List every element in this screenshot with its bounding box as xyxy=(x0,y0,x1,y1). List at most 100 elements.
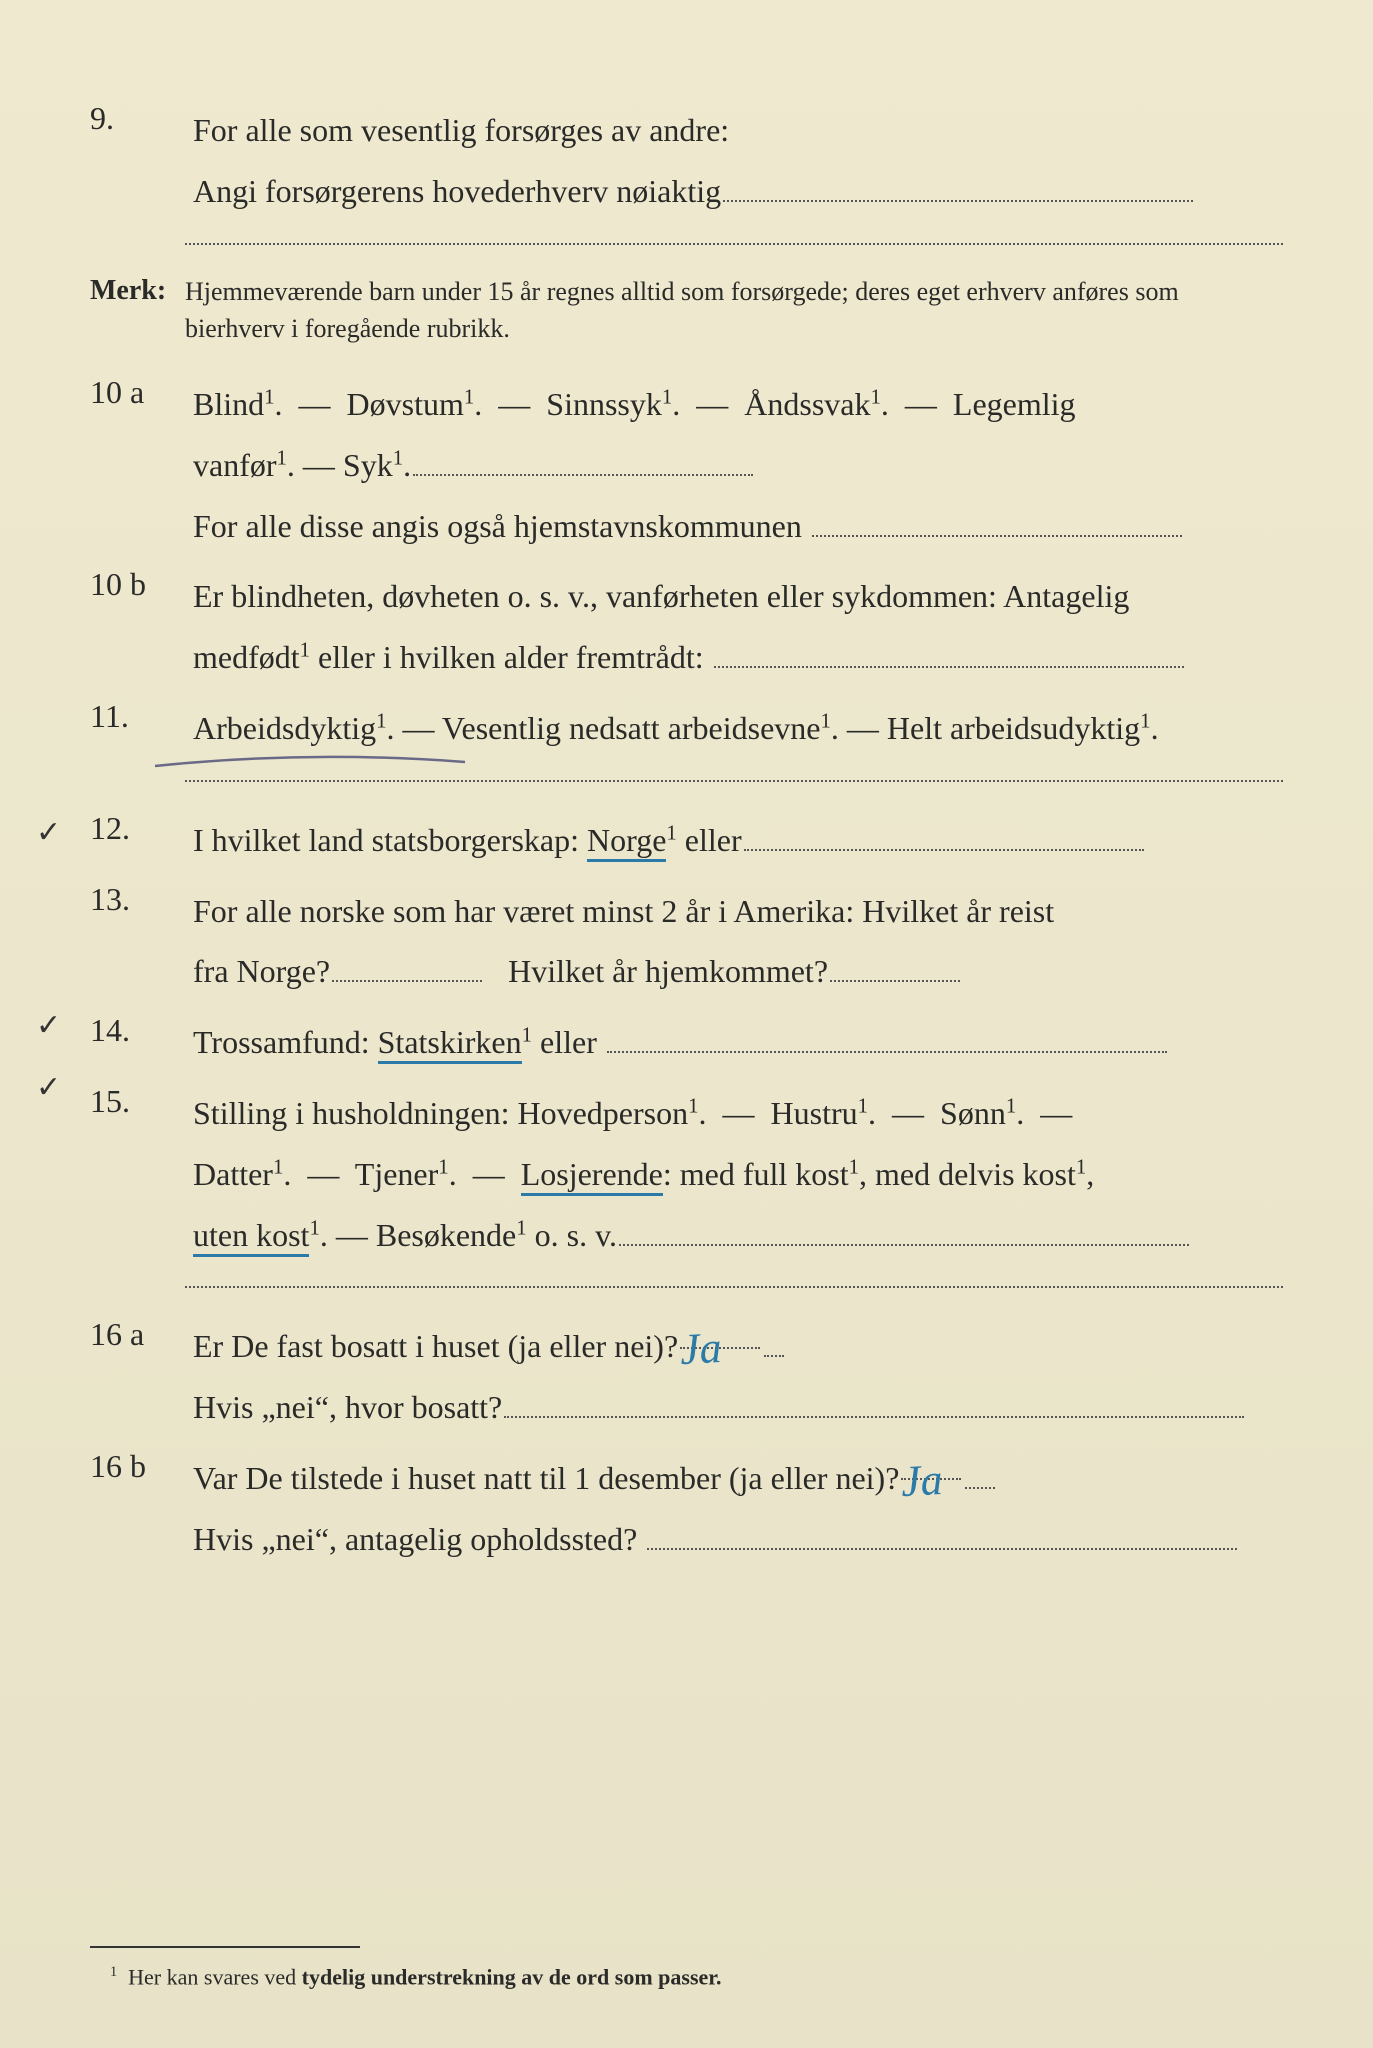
q13-l1: For alle norske som har været minst 2 år… xyxy=(193,893,1054,929)
q10a-body: Blind1. — Døvstum1. — Sinnssyk1. — Åndss… xyxy=(193,374,1283,556)
fill-line[interactable]: Ja xyxy=(901,1448,961,1480)
q9-line2: Angi forsørgerens hovederhverv nøiaktig xyxy=(193,173,721,209)
fill-line[interactable] xyxy=(744,818,1144,850)
fill-line[interactable] xyxy=(607,1021,1167,1053)
q12-number: 12. xyxy=(90,810,193,847)
merk-label: Merk: xyxy=(90,273,185,307)
q13-l2b: Hvilket år hjemkommet? xyxy=(508,953,828,989)
q11-number: 11. xyxy=(90,698,193,735)
q15-g: , med delvis kost xyxy=(859,1156,1076,1192)
q16a-body: Er De fast bosatt i huset (ja eller nei)… xyxy=(193,1316,1283,1438)
question-12: 12. I hvilket land statsborgerskap: Norg… xyxy=(90,810,1283,871)
fill-line[interactable] xyxy=(830,950,960,982)
q16a-l1: Er De fast bosatt i huset (ja eller nei)… xyxy=(193,1328,678,1364)
question-16a: 16 a Er De fast bosatt i huset (ja eller… xyxy=(90,1316,1283,1438)
q13-body: For alle norske som har været minst 2 år… xyxy=(193,881,1283,1003)
q12-body: I hvilket land statsborgerskap: Norge1 e… xyxy=(193,810,1283,871)
q16b-body: Var De tilstede i huset natt til 1 desem… xyxy=(193,1448,1283,1570)
q16a-l2: Hvis „nei“, hvor bosatt? xyxy=(193,1389,502,1425)
fill-line[interactable] xyxy=(647,1517,1237,1549)
q14-a: Trossamfund: xyxy=(193,1024,378,1060)
q15-e: Tjener xyxy=(355,1156,439,1192)
q12-b: eller xyxy=(685,822,742,858)
fill-line[interactable] xyxy=(812,504,1182,536)
fill-line[interactable] xyxy=(619,1213,1189,1245)
q16b-l1: Var De tilstede i huset natt til 1 desem… xyxy=(193,1460,899,1496)
question-15: 15. Stilling i husholdningen: Hovedperso… xyxy=(90,1083,1283,1265)
q15-los: Losjerende xyxy=(521,1156,663,1196)
dotted-rule xyxy=(185,779,1283,782)
fill-line[interactable]: Ja xyxy=(680,1316,760,1348)
q11-o2: Vesentlig nedsatt arbeidsevne xyxy=(442,710,821,746)
q15-f: : med full kost xyxy=(663,1156,849,1192)
q13-number: 13. xyxy=(90,881,193,918)
q15-c: Sønn xyxy=(940,1095,1006,1131)
dotted-rule xyxy=(185,1285,1283,1288)
census-form-page: 9. For alle som vesentlig forsørges av a… xyxy=(0,0,1373,2048)
handwritten-answer: Ja xyxy=(679,1335,722,1364)
q10a-l2a: vanfør xyxy=(193,447,277,483)
note-merk: Merk: Hjemmeværende barn under 15 år reg… xyxy=(90,273,1283,348)
q9-number: 9. xyxy=(90,100,193,137)
q11-body: Arbeidsdyktig1. — Vesentlig nedsatt arbe… xyxy=(193,698,1283,759)
q16b-l2: Hvis „nei“, antagelig opholdssted? xyxy=(193,1521,637,1557)
q9-body: For alle som vesentlig forsørges av andr… xyxy=(193,100,1283,222)
fill-line[interactable] xyxy=(965,1457,995,1489)
q16a-number: 16 a xyxy=(90,1316,193,1353)
q10a-o3: Sinnssyk xyxy=(546,386,662,422)
question-10b: 10 b Er blindheten, døvheten o. s. v., v… xyxy=(90,566,1283,688)
question-14: 14. Trossamfund: Statskirken1 eller xyxy=(90,1012,1283,1073)
q10a-o2: Døvstum xyxy=(347,386,464,422)
q14-number: 14. xyxy=(90,1012,193,1049)
q14-body: Trossamfund: Statskirken1 eller xyxy=(193,1012,1283,1073)
q11-o3: Helt arbeidsudyktig xyxy=(887,710,1140,746)
q15-body: Stilling i husholdningen: Hovedperson1. … xyxy=(193,1083,1283,1265)
dotted-rule xyxy=(185,242,1283,245)
q10a-l2b: Syk xyxy=(343,447,393,483)
q10a-o5: Legemlig xyxy=(953,386,1076,422)
fill-line[interactable] xyxy=(723,169,1193,201)
footnote-divider xyxy=(90,1946,360,1948)
footnote-bold: tydelig understrekning av de ord som pas… xyxy=(302,1964,722,1989)
checkmark-icon: ✓ xyxy=(36,1008,61,1043)
fill-line[interactable] xyxy=(764,1325,784,1357)
question-11: 11. Arbeidsdyktig1. — Vesentlig nedsatt … xyxy=(90,698,1283,759)
q13-l2a: fra Norge? xyxy=(193,953,330,989)
q12-a: I hvilket land statsborgerskap: xyxy=(193,822,587,858)
footnote-num: 1 xyxy=(110,1964,117,1980)
q16b-number: 16 b xyxy=(90,1448,193,1485)
q10b-body: Er blindheten, døvheten o. s. v., vanfør… xyxy=(193,566,1283,688)
fill-line[interactable] xyxy=(332,950,482,982)
q15-d: Datter xyxy=(193,1156,273,1192)
q10a-number: 10 a xyxy=(90,374,193,411)
question-16b: 16 b Var De tilstede i huset natt til 1 … xyxy=(90,1448,1283,1570)
q15-tail: o. s. v. xyxy=(527,1217,617,1253)
checkmark-icon: ✓ xyxy=(36,1070,61,1105)
fill-line[interactable] xyxy=(714,636,1184,668)
q10b-number: 10 b xyxy=(90,566,193,603)
checkmark-icon: ✓ xyxy=(36,815,61,850)
q14-b: eller xyxy=(540,1024,597,1060)
q9-line1: For alle som vesentlig forsørges av andr… xyxy=(193,112,729,148)
q11-o1: Arbeidsdyktig xyxy=(193,710,376,746)
question-13: 13. For alle norske som har været minst … xyxy=(90,881,1283,1003)
q10a-o1: Blind xyxy=(193,386,264,422)
fill-line[interactable] xyxy=(504,1386,1244,1418)
q15-a: Stilling i husholdningen: Hovedperson xyxy=(193,1095,688,1131)
handwritten-answer: Ja xyxy=(901,1467,944,1496)
q15-h: Besøkende xyxy=(376,1217,516,1253)
footnote: 1 Her kan svares ved tydelig understrekn… xyxy=(110,1964,722,1990)
footnote-a: Her kan svares ved xyxy=(128,1964,302,1989)
q15-uten: uten kost xyxy=(193,1217,309,1257)
q15-number: 15. xyxy=(90,1083,193,1120)
q12-norge: Norge xyxy=(587,822,666,862)
q15-b: Hustru xyxy=(771,1095,858,1131)
q10a-o4: Åndssvak xyxy=(744,386,870,422)
q10a-l3: For alle disse angis også hjemstavnskomm… xyxy=(193,508,802,544)
fill-line[interactable] xyxy=(413,443,753,475)
merk-text: Hjemmeværende barn under 15 år regnes al… xyxy=(185,273,1283,348)
question-10a: 10 a Blind1. — Døvstum1. — Sinnssyk1. — … xyxy=(90,374,1283,556)
q14-stats: Statskirken xyxy=(378,1024,522,1064)
q10b-l2b: eller i hvilken alder fremtrådt: xyxy=(310,639,704,675)
question-9: 9. For alle som vesentlig forsørges av a… xyxy=(90,100,1283,222)
